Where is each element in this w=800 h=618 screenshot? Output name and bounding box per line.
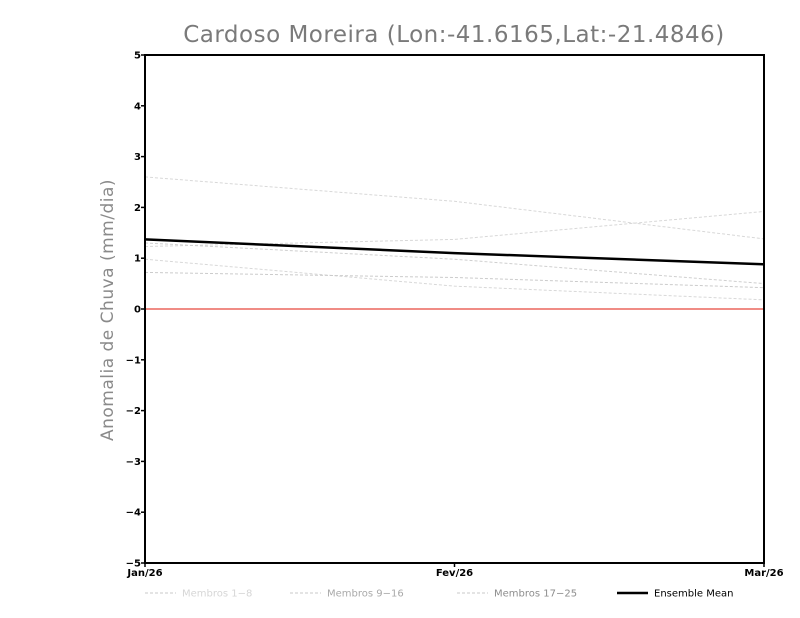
series-line-membros-1-8-1 <box>144 176 765 240</box>
series-line-membros-17-25-1 <box>144 271 765 289</box>
legend: Membros 1−8 Membros 9−16 Membros 17−25 Ense… <box>145 589 733 600</box>
y-tick-label: 4 <box>134 101 141 112</box>
y-tick-label: −3 <box>126 457 141 468</box>
series-line-membros-9-16-1 <box>144 242 765 285</box>
y-tick-label: −2 <box>126 406 141 417</box>
legend-label-ensemble-mean: Ensemble Mean <box>654 589 733 600</box>
plot-area: −5 −4 −3 −2 −1 0 1 2 3 4 5 Jan/26 Fev/26 Mar/26 <box>126 51 784 580</box>
y-tick-label: −5 <box>126 559 141 570</box>
chart-title: Cardoso Moreira (Lon:-41.6165,Lat:-21.48… <box>183 22 725 48</box>
y-tick-label: 1 <box>134 254 141 265</box>
series-line-membros-1-8-3 <box>144 258 765 301</box>
y-tick-label: −1 <box>126 355 141 366</box>
x-tick-label: Jan/26 <box>126 568 162 579</box>
legend-label-membros-1-8: Membros 1−8 <box>182 589 252 600</box>
series-line-membros-1-8-2 <box>144 210 765 248</box>
y-tick-label: 0 <box>134 305 141 316</box>
y-axis-label: Anomalia de Chuva (mm/dia) <box>98 179 118 441</box>
legend-label-membros-17-25: Membros 17−25 <box>494 589 577 600</box>
x-tick-label: Mar/26 <box>744 568 783 579</box>
x-tick-label: Fev/26 <box>436 568 473 579</box>
legend-label-membros-9-16: Membros 9−16 <box>327 589 404 600</box>
y-tick-label: 2 <box>134 203 141 214</box>
series-line-ensemble-mean-1 <box>144 238 765 266</box>
y-tick-label: 3 <box>134 152 141 163</box>
y-tick-label: −4 <box>126 508 141 519</box>
y-tick-label: 5 <box>134 51 141 62</box>
